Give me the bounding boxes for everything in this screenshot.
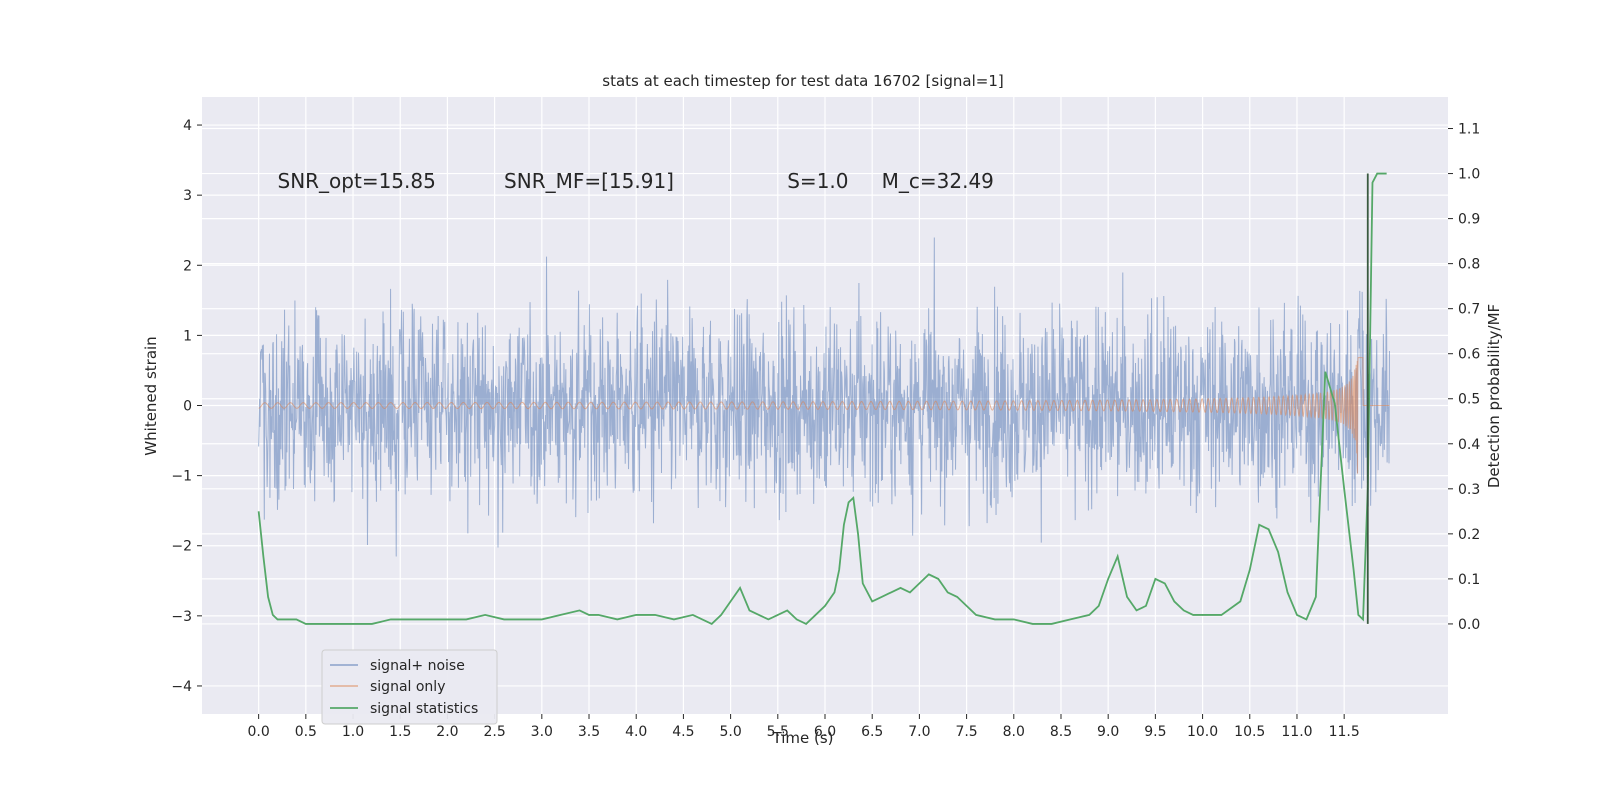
y2-tick-label: 0.2 [1458,527,1480,543]
chart-title: stats at each timestep for test data 167… [602,72,1003,90]
x-tick-label: 6.0 [814,724,836,740]
y-tick-label: 3 [183,188,192,204]
legend: signal+ noise signal only signal statist… [321,649,498,725]
y-tick-label: −1 [171,469,192,485]
x-tick-label: 3.5 [578,724,600,740]
x-tick-label: 2.5 [483,724,505,740]
x-tick-label: 4.0 [625,724,647,740]
y-tick-label: −3 [171,609,192,625]
x-tick-label: 0.0 [248,724,270,740]
y2-tick-label: 0.7 [1458,302,1480,318]
x-axis-label: Time (s) [772,729,834,747]
x-tick-label: 2.0 [436,724,458,740]
x-tick-label: 9.0 [1097,724,1119,740]
x-tick-label: 8.5 [1050,724,1072,740]
signal-noise-series [258,237,1390,557]
annotations: SNR_opt=15.85 SNR_MF=[15.91] S=1.0 M_c=32.4… [278,169,994,193]
y-axis-right-label: Detection probability/MF [1485,304,1503,488]
annotation-3: M_c=32.49 [882,169,994,193]
x-tick-label: 7.0 [908,724,930,740]
y2-tick-label: 0.4 [1458,437,1480,453]
y-tick-label: −4 [171,679,192,695]
y-tick-label: 1 [183,328,192,344]
x-tick-label: 1.0 [342,724,364,740]
y2-tick-label: 0.3 [1458,482,1480,498]
x-axis: 0.0 0.5 1.0 1.5 2.0 2.5 3.0 3.5 4.0 4.5 5.0 5.5 6.0 6… [248,714,1360,740]
y2-tick-label: 0.5 [1458,392,1480,408]
x-tick-label: 0.5 [295,724,317,740]
y2-tick-label: 1.0 [1458,167,1480,183]
legend-entry-signal-only: signal only [370,679,445,695]
x-tick-label: 4.5 [672,724,694,740]
y-tick-label: 4 [183,118,192,134]
y2-tick-label: 0.6 [1458,347,1480,363]
y-axis-label: Whitened strain [142,336,160,455]
y-tick-label: −2 [171,539,192,555]
y-tick-label: 0 [183,399,192,415]
x-tick-label: 11.0 [1281,724,1312,740]
y2-tick-label: 0.8 [1458,257,1480,273]
annotation-2: S=1.0 [787,169,848,193]
signal-statistics-series [257,172,1387,626]
y-axis-right: 0.0 0.1 0.2 0.3 0.4 0.5 0.6 0.7 0.8 0.9 1.0 1.1 [1448,122,1480,633]
y-axis-left: −4 −3 −2 −1 0 1 2 3 4 [171,118,202,695]
y2-tick-label: 1.1 [1458,122,1480,138]
x-tick-label: 6.5 [861,724,883,740]
y-tick-label: 2 [183,258,192,274]
annotation-0: SNR_opt=15.85 [278,169,436,193]
legend-entry-signal-noise: signal+ noise [370,658,465,674]
legend-entry-signal-statistics: signal statistics [370,701,478,717]
x-tick-label: 8.0 [1003,724,1025,740]
legend-box [321,649,498,725]
y2-tick-label: 0.9 [1458,212,1480,228]
x-tick-label: 1.5 [389,724,411,740]
x-tick-label: 9.5 [1144,724,1166,740]
annotation-1: SNR_MF=[15.91] [504,169,674,193]
y2-tick-label: 0.0 [1458,617,1480,633]
x-tick-label: 10.5 [1234,724,1265,740]
x-tick-label: 10.0 [1187,724,1218,740]
x-tick-label: 7.5 [955,724,977,740]
signal-only-line [258,357,1390,474]
signal-noise-line [258,237,1390,557]
x-tick-label: 5.0 [719,724,741,740]
signal-only-series [258,357,1390,474]
y2-tick-label: 0.1 [1458,572,1480,588]
x-tick-label: 5.5 [767,724,789,740]
x-tick-label: 3.0 [531,724,553,740]
x-tick-label: 11.5 [1329,724,1360,740]
signal-statistics-line [257,172,1387,626]
